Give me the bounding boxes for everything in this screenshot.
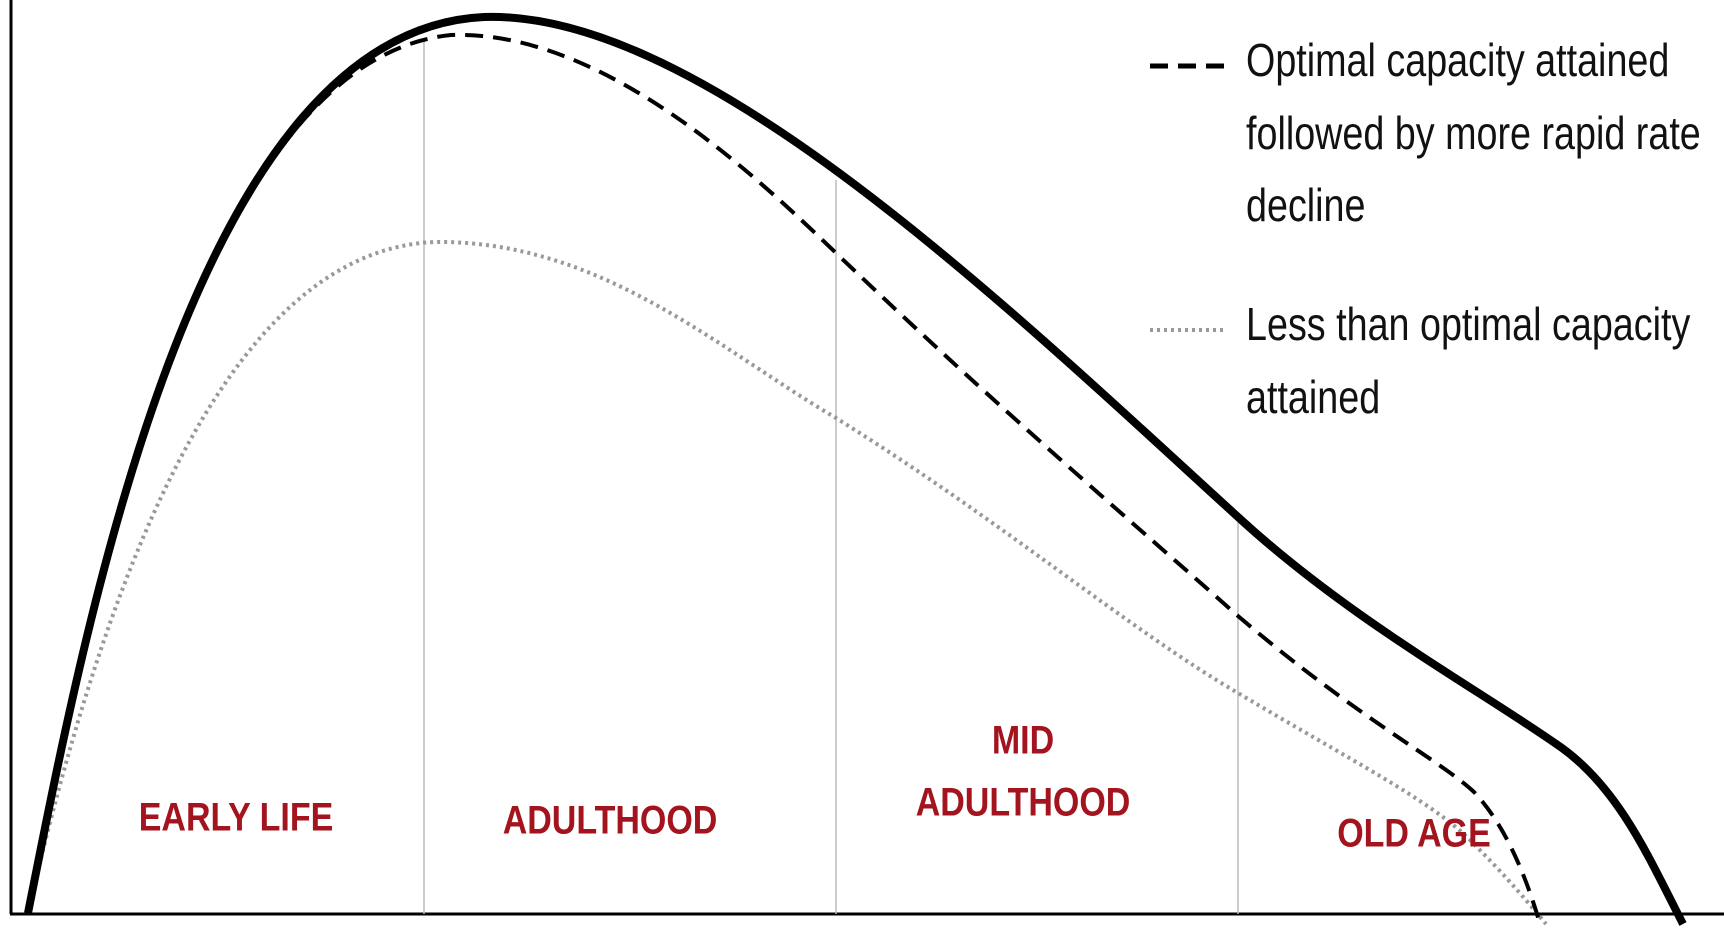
rapid-decline-curve (26, 32, 1542, 925)
legend-text: Optimal capacity attained (1246, 35, 1669, 86)
stage-labels: EARLY LIFE ADULTHOOD MID ADULTHOOD OLD A… (139, 717, 1491, 855)
suboptimal-curve (26, 239, 1548, 926)
legend-text: Less than optimal capacity (1246, 299, 1690, 350)
stage-label: OLD AGE (1337, 810, 1491, 855)
legend-text: followed by more rapid rate (1246, 108, 1701, 159)
stage-label: ADULTHOOD (916, 779, 1131, 824)
legend-text: decline (1246, 180, 1365, 231)
stage-label: ADULTHOOD (503, 797, 718, 842)
legend: Optimal capacity attained followed by mo… (1246, 35, 1701, 423)
stage-label: EARLY LIFE (139, 794, 334, 839)
stage-label: MID (992, 717, 1054, 762)
optimal-curve (24, 12, 1687, 926)
legend-text: attained (1246, 372, 1380, 423)
